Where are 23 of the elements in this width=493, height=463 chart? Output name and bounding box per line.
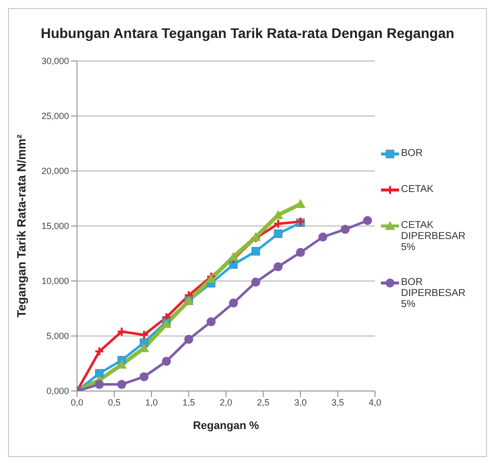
x-tick-label: 3,5 — [331, 397, 344, 408]
x-tick-label: 3,0 — [294, 397, 307, 408]
legend-label: CETAK — [401, 184, 434, 195]
x-tick-label: 0,0 — [70, 397, 84, 408]
x-tick-label: 1,0 — [145, 397, 158, 408]
x-tick-label: 2,0 — [220, 397, 232, 408]
legend-label: BOR DIPERBESAR 5% — [401, 277, 466, 310]
y-tick-label: 25,000 — [41, 111, 69, 122]
x-tick-label: 4,0 — [368, 397, 382, 408]
legend-label: CETAK DIPERBESAR 5% — [401, 220, 466, 253]
y-tick-label: 0,000 — [46, 386, 69, 396]
x-tick-label: 0,5 — [108, 397, 121, 408]
chart-title: Hubungan Antara Tegangan Tarik Rata-rata Dengan Regangan — [40, 25, 456, 41]
y-tick-label: 15,000 — [41, 221, 69, 232]
y-tick-label: 30,000 — [41, 56, 69, 66]
y-axis-title: Tegangan Tarik Rata-rata N/mm² — [14, 134, 28, 318]
y-tick-label: 5,000 — [46, 331, 69, 342]
x-axis-title: Regangan % — [192, 420, 260, 432]
x-tick-label: 2,5 — [256, 397, 270, 408]
legend-label: BOR — [401, 148, 423, 159]
y-tick-label: 20,000 — [41, 166, 69, 176]
x-tick-label: 1,5 — [182, 397, 196, 408]
y-tick-label: 10,000 — [41, 276, 69, 286]
